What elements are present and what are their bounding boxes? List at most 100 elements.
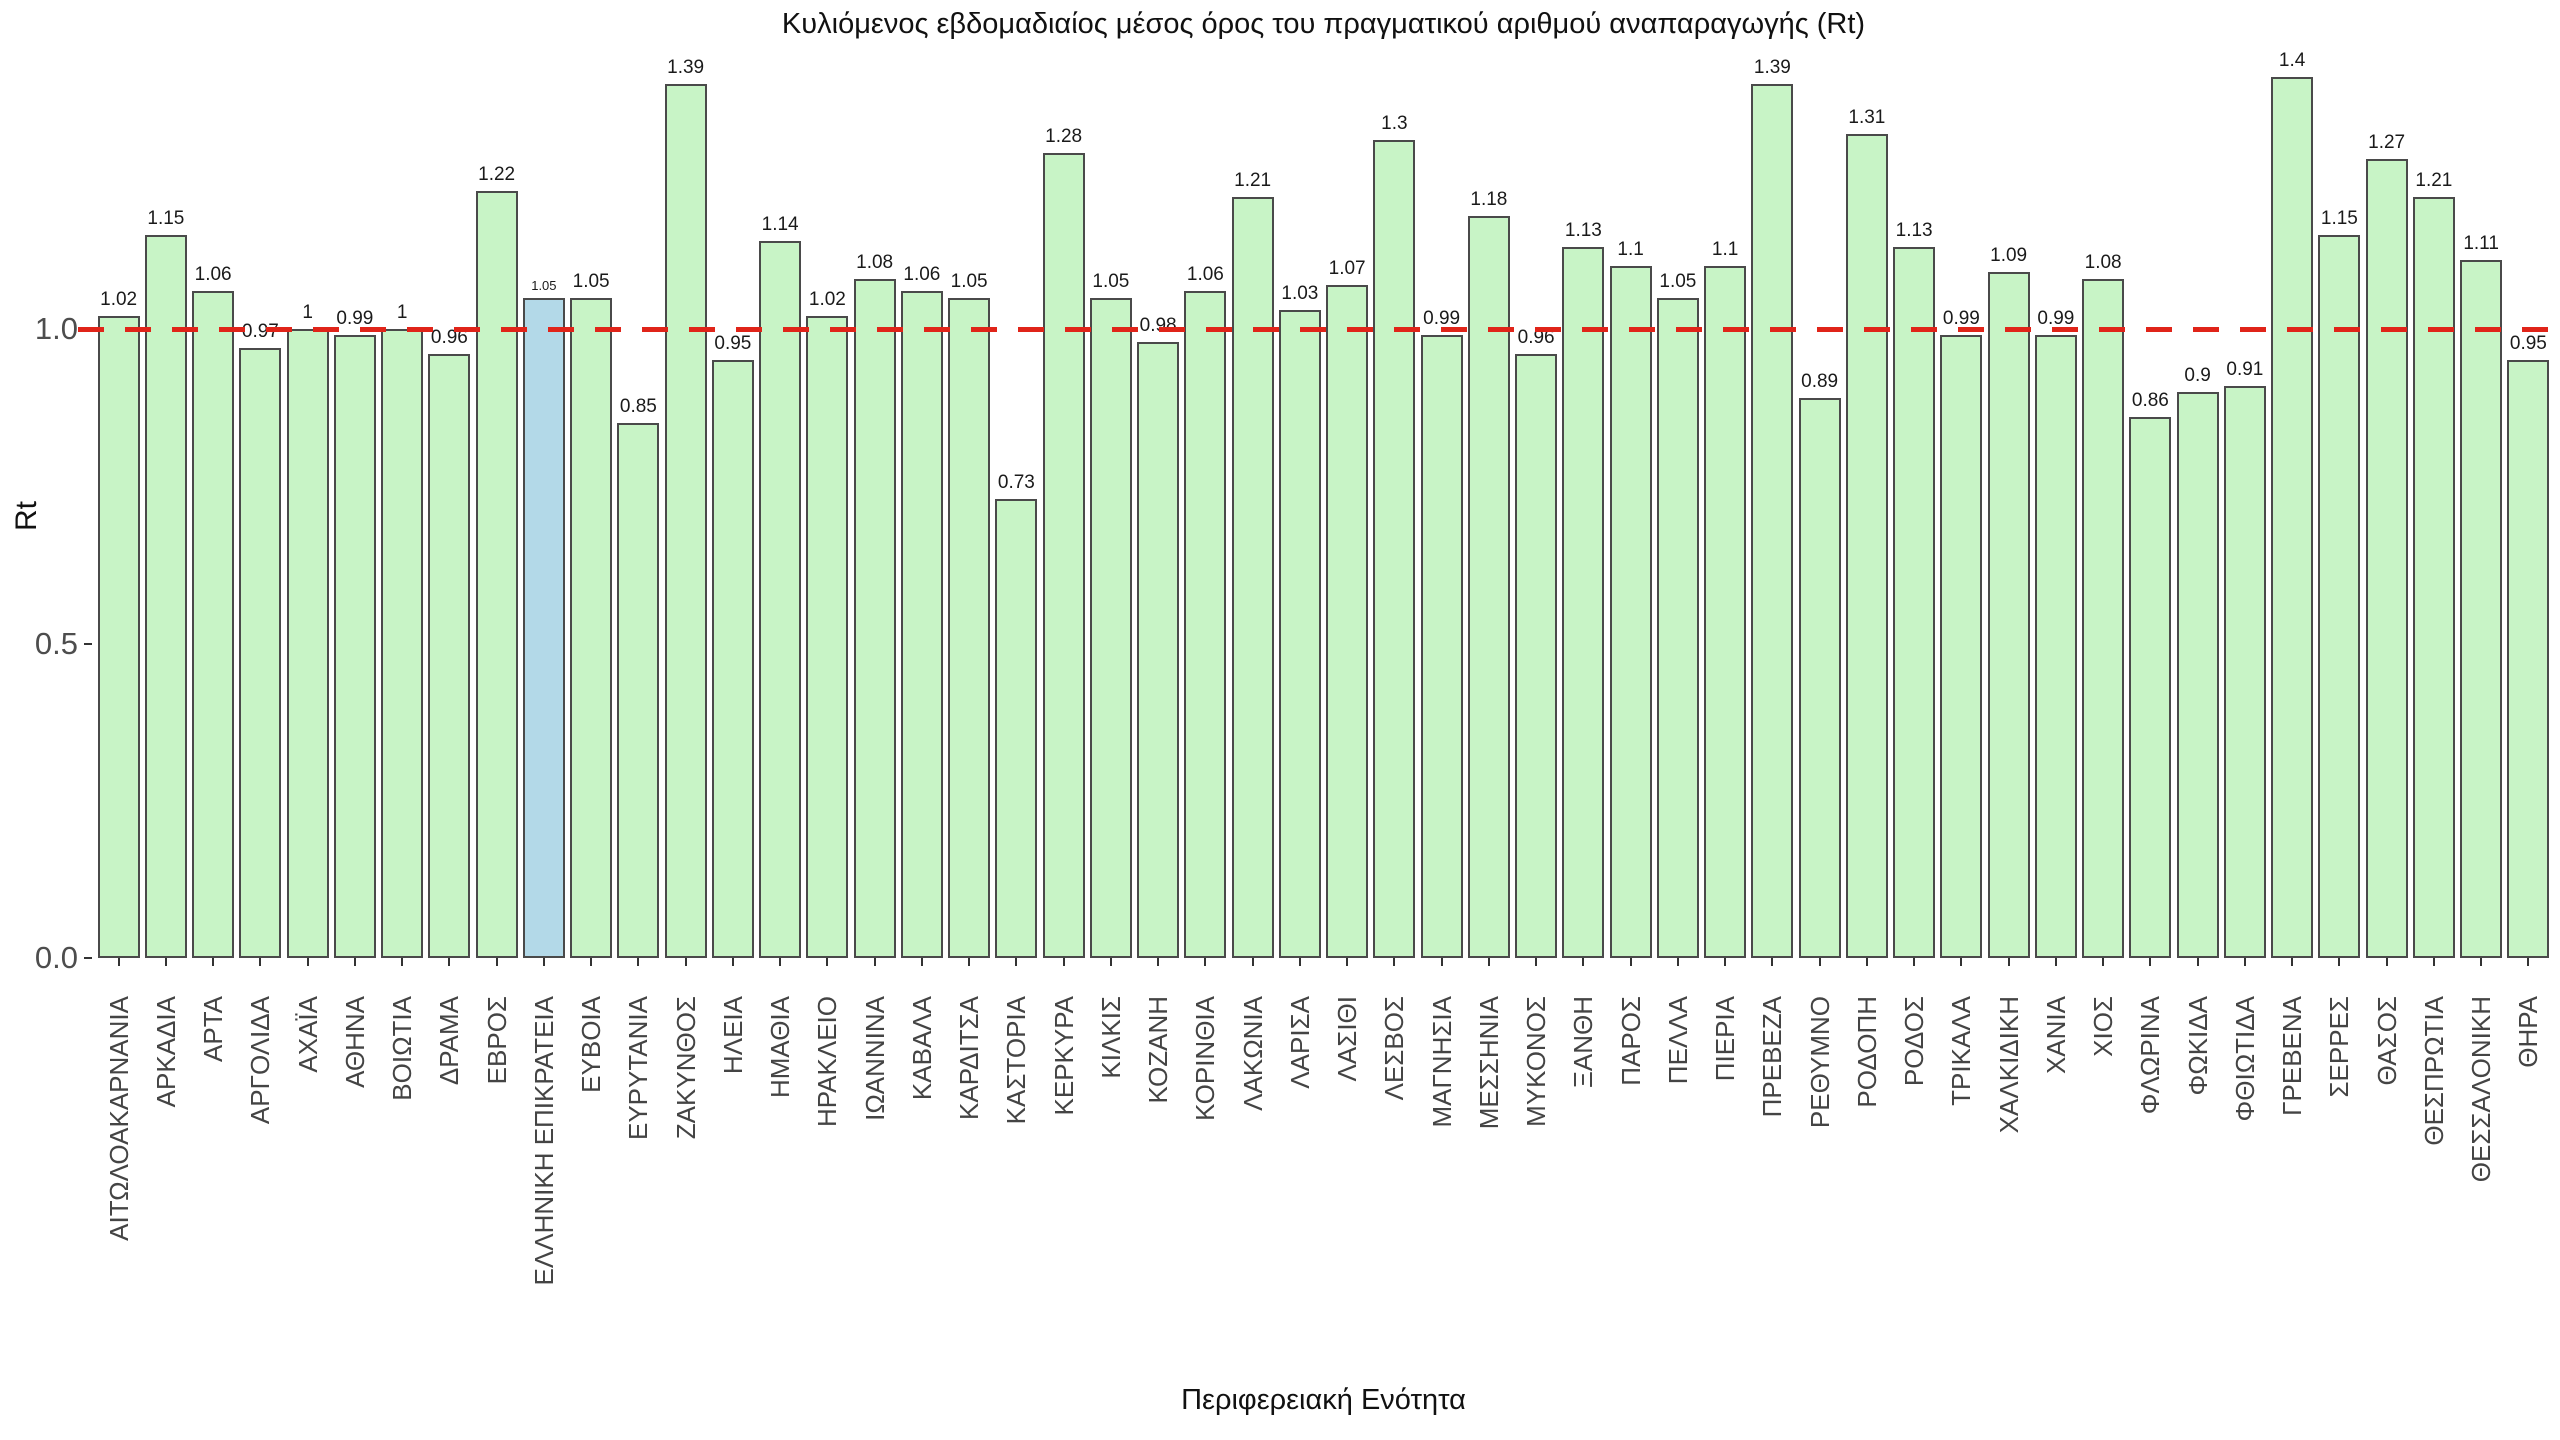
bar-value-label: 1.21 [2415, 169, 2453, 191]
x-tick-label: ΜΥΚΟΝΟΣ [1521, 996, 1552, 1127]
x-tick-label: ΜΑΓΝΗΣΙΑ [1426, 996, 1457, 1128]
bar [1467, 215, 1510, 958]
x-tick [2196, 958, 2199, 966]
bar-value-label: 0.99 [2037, 308, 2075, 330]
x-tick [542, 958, 545, 966]
bar-value-label: 1.06 [1186, 264, 1224, 286]
bar-highlight [522, 297, 565, 958]
bar-value-label: 1.21 [1234, 169, 1272, 191]
bar-value-label: 1 [302, 302, 313, 323]
bar-value-label: 1.02 [100, 289, 138, 311]
bar-value-label: 0.97 [242, 321, 279, 343]
x-tick [1676, 958, 1679, 966]
y-tick-label: 1.0 [34, 311, 78, 346]
bar-value-label: 1.09 [1990, 245, 2028, 267]
x-tick-label: ΗΡΑΚΛΕΙΟ [812, 996, 843, 1128]
x-tick-label: ΧΑΝΙΑ [2040, 996, 2071, 1075]
bar-value-label: 1.1 [1617, 239, 1644, 261]
x-tick-label: ΚΟΖΑΝΗ [1143, 996, 1174, 1104]
bar-value-label: 0.99 [1942, 308, 1980, 330]
bar-value-label: 0.9 [2184, 364, 2211, 386]
bar-value-label: 1.22 [478, 163, 516, 185]
x-tick [1724, 958, 1727, 966]
x-tick-label: ΘΗΡΑ [2513, 996, 2544, 1068]
x-tick [968, 958, 971, 966]
x-tick [1771, 958, 1774, 966]
bar [664, 83, 707, 958]
x-tick-label: ΑΘΗΝΑ [339, 996, 370, 1088]
x-tick-label: ΧΑΛΚΙΔΙΚΗ [1993, 996, 2024, 1134]
bar-value-label: 1.08 [856, 251, 894, 273]
bar [286, 329, 329, 958]
bar [2176, 391, 2219, 958]
x-tick [826, 958, 829, 966]
x-tick-label: ΚΙΛΚΙΣ [1095, 996, 1126, 1079]
x-tick [779, 958, 782, 966]
x-tick [1298, 958, 1301, 966]
bar-value-label: 1.07 [1328, 257, 1366, 279]
x-tick [2149, 958, 2152, 966]
x-tick-label: ΡΟΔΟΠΗ [1851, 996, 1882, 1108]
x-tick-label: ΤΡΙΚΑΛΑ [1946, 996, 1977, 1106]
x-tick-label: ΛΑΡΙΣΑ [1284, 996, 1315, 1089]
bar [239, 347, 282, 958]
bar [1515, 354, 1558, 958]
x-tick [1015, 958, 1018, 966]
bar [1562, 247, 1605, 958]
x-tick [1960, 958, 1963, 966]
bar [428, 354, 471, 958]
x-tick [401, 958, 404, 966]
x-tick-label: ΙΩΑΝΝΙΝΑ [859, 996, 890, 1121]
bar [333, 335, 376, 958]
x-tick-label: ΗΜΑΘΙΑ [765, 996, 796, 1099]
bar-value-label: 0.89 [1801, 371, 1839, 393]
x-tick [684, 958, 687, 966]
x-tick-label: ΕΛΛΗΝΙΚΗ ΕΠΙΚΡΑΤΕΙΑ [528, 996, 559, 1286]
x-tick [2432, 958, 2435, 966]
x-tick-label: ΜΕΣΣΗΝΙΑ [1473, 996, 1504, 1130]
bar-value-label: 0.91 [2226, 358, 2264, 380]
x-tick-label: ΘΑΣΟΣ [2371, 996, 2402, 1086]
bar [1089, 297, 1132, 958]
bar-value-label: 1.05 [572, 270, 610, 292]
chart-title: Κυλιόμενος εβδομαδιαίος μέσος όρος του π… [781, 8, 1866, 40]
x-tick [2007, 958, 2010, 966]
bar [1656, 297, 1699, 958]
x-tick-label: ΘΕΣΠΡΩΤΙΑ [2418, 996, 2449, 1146]
bar-value-label: 1 [396, 302, 408, 323]
bar [1940, 335, 1983, 958]
x-tick [1204, 958, 1207, 966]
bar-value-label: 0.96 [430, 327, 468, 349]
x-tick-label: ΦΘΙΩΤΙΔΑ [2229, 996, 2260, 1122]
bar-value-label: 1.05 [531, 277, 557, 293]
bar [948, 297, 991, 958]
bar [900, 291, 943, 958]
bar-value-label: 1.06 [903, 264, 941, 286]
bar-value-label: 1.1 [1711, 239, 1739, 261]
x-tick [1865, 958, 1868, 966]
x-tick [2338, 958, 2341, 966]
x-tick-label: ΚΟΡΙΝΘΙΑ [1190, 996, 1221, 1121]
x-tick [1393, 958, 1396, 966]
x-tick [212, 958, 215, 966]
x-tick [1582, 958, 1585, 966]
x-tick-label: ΡΕΘΥΜΝΟ [1804, 996, 1835, 1129]
bar-value-label: 0.96 [1517, 327, 1555, 349]
bar [1184, 291, 1227, 958]
bar [1231, 196, 1274, 958]
bar [2129, 417, 2172, 958]
x-tick [1629, 958, 1632, 966]
bar-value-label: 1.08 [2084, 251, 2122, 273]
x-tick [259, 958, 262, 966]
bar-value-label: 1.27 [2368, 132, 2406, 154]
bar [617, 423, 660, 958]
bar-value-label: 1.15 [147, 207, 185, 229]
x-tick-label: ΦΩΚΙΔΑ [2182, 996, 2213, 1096]
x-tick [2480, 958, 2483, 966]
x-tick-label: ΔΡΑΜΑ [434, 996, 465, 1086]
x-tick-label: ΛΑΣΙΘΙ [1332, 996, 1363, 1082]
y-tick [84, 642, 92, 645]
x-axis-title: Περιφερειακή Ενότητα [1181, 1384, 1466, 1416]
bar-value-label: 1.05 [1092, 270, 1130, 292]
